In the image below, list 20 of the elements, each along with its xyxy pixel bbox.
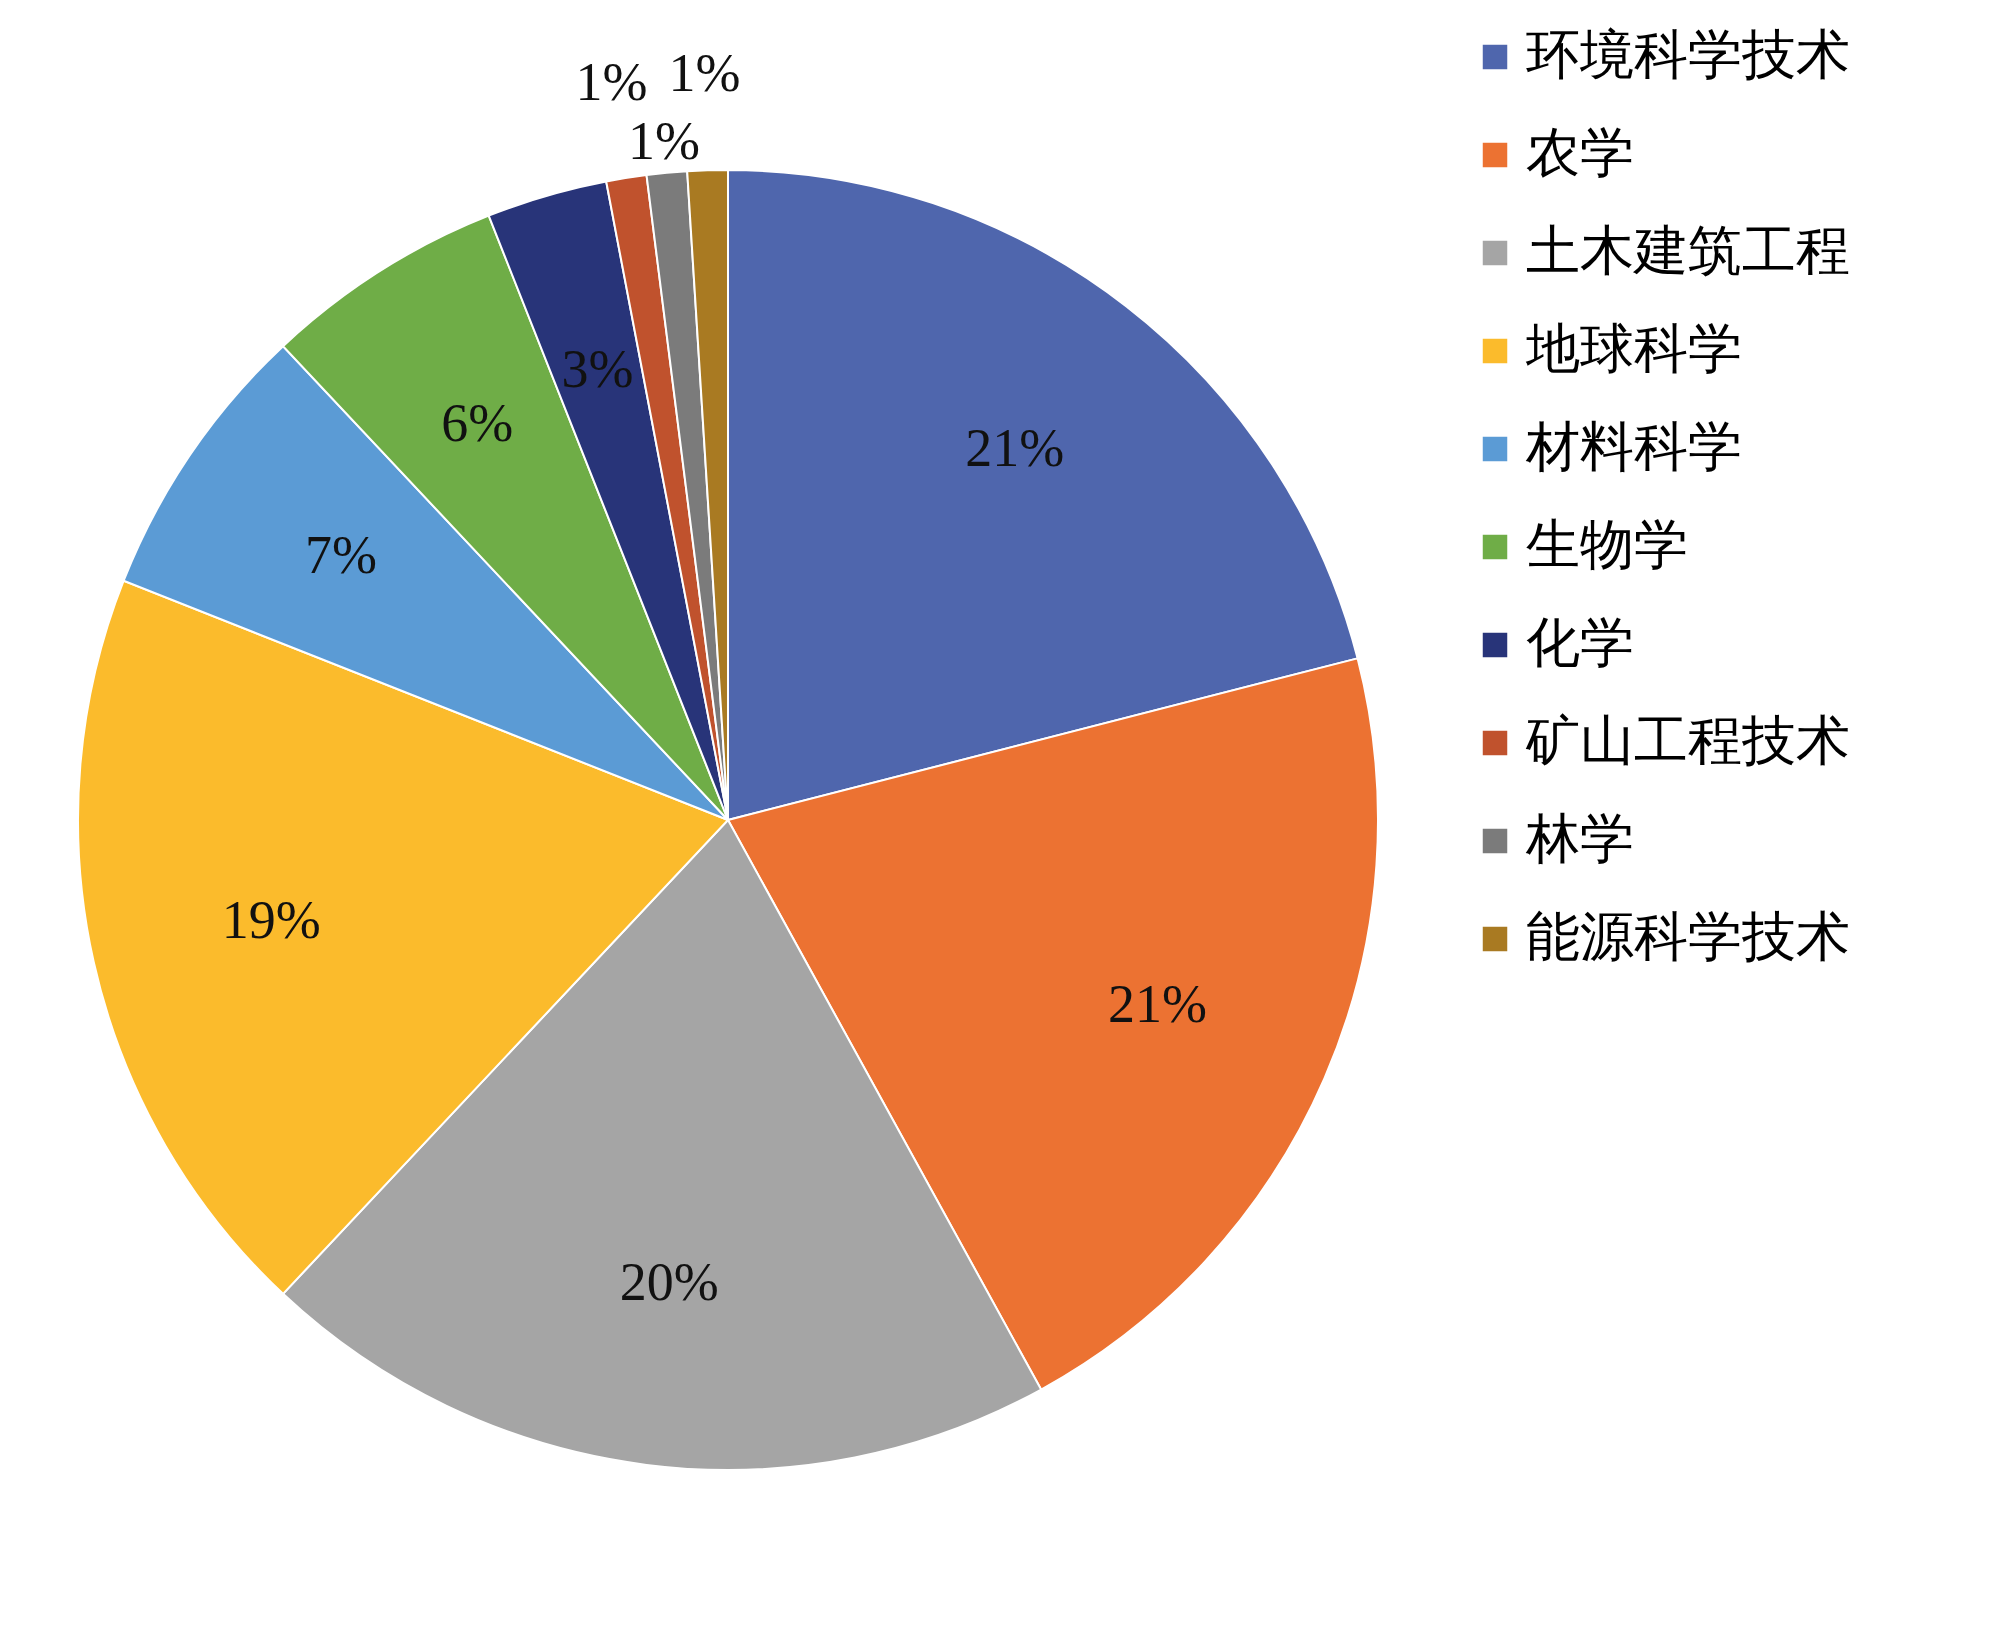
legend-label: 地球科学 [1525, 317, 1742, 380]
data-label: 1% [628, 111, 700, 172]
data-label: 1% [668, 43, 741, 104]
legend-label: 农学 [1526, 121, 1634, 184]
data-label: 6% [441, 392, 514, 453]
legend-label: 能源科学技术 [1526, 905, 1850, 968]
legend-label: 环境科学技术 [1526, 23, 1850, 86]
legend-label: 生物学 [1526, 513, 1688, 576]
data-label: 1% [575, 52, 648, 113]
legend-label: 化学 [1526, 611, 1634, 674]
data-label: 21% [1108, 973, 1207, 1034]
data-label: 19% [221, 890, 321, 951]
data-label: 21% [965, 418, 1065, 479]
data-label: 3% [561, 338, 634, 399]
legend-label: 土木建筑工程 [1526, 219, 1850, 282]
data-label: 7% [304, 524, 377, 585]
legend-label: 林学 [1525, 807, 1634, 870]
data-label: 20% [619, 1252, 719, 1313]
legend-label: 矿山工程技术 [1525, 709, 1850, 772]
legend-label: 材料科学 [1525, 415, 1742, 478]
